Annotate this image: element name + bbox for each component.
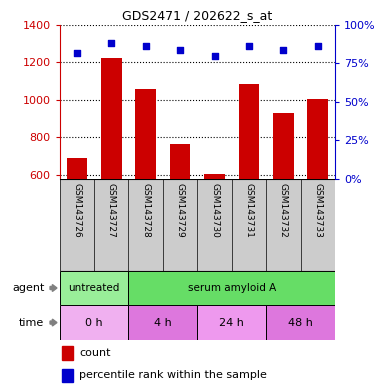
Point — [246, 43, 252, 50]
Bar — [273, 113, 294, 287]
Text: GSM143728: GSM143728 — [141, 183, 150, 238]
Bar — [62, 369, 74, 382]
Bar — [60, 305, 129, 340]
Bar — [136, 89, 156, 287]
Text: 24 h: 24 h — [219, 318, 244, 328]
Bar — [129, 305, 197, 340]
Bar — [67, 158, 87, 287]
Bar — [60, 271, 129, 305]
Bar — [197, 305, 266, 340]
Text: GSM143730: GSM143730 — [210, 183, 219, 238]
Text: percentile rank within the sample: percentile rank within the sample — [79, 370, 267, 380]
Text: GSM143731: GSM143731 — [244, 183, 253, 238]
Point — [177, 46, 183, 53]
Text: count: count — [79, 348, 110, 358]
Bar — [170, 144, 191, 287]
Point — [315, 43, 321, 50]
Bar — [239, 84, 259, 287]
Point — [280, 46, 286, 53]
Text: serum amyloid A: serum amyloid A — [187, 283, 276, 293]
Text: GSM143733: GSM143733 — [313, 183, 322, 238]
Title: GDS2471 / 202622_s_at: GDS2471 / 202622_s_at — [122, 9, 273, 22]
Text: agent: agent — [12, 283, 44, 293]
Text: GSM143729: GSM143729 — [176, 183, 185, 238]
Bar — [62, 346, 74, 360]
Point — [108, 40, 114, 46]
Point — [74, 50, 80, 56]
Text: untreated: untreated — [69, 283, 120, 293]
Bar — [307, 99, 328, 287]
Text: GSM143726: GSM143726 — [72, 183, 81, 238]
Bar — [101, 58, 122, 287]
Text: 0 h: 0 h — [85, 318, 103, 328]
Bar — [204, 174, 225, 287]
Text: GSM143727: GSM143727 — [107, 183, 116, 238]
Point — [211, 53, 218, 59]
Bar — [129, 271, 335, 305]
Text: 4 h: 4 h — [154, 318, 172, 328]
Text: time: time — [19, 318, 44, 328]
Point — [142, 43, 149, 50]
Bar — [266, 305, 335, 340]
Text: 48 h: 48 h — [288, 318, 313, 328]
Text: GSM143732: GSM143732 — [279, 183, 288, 238]
